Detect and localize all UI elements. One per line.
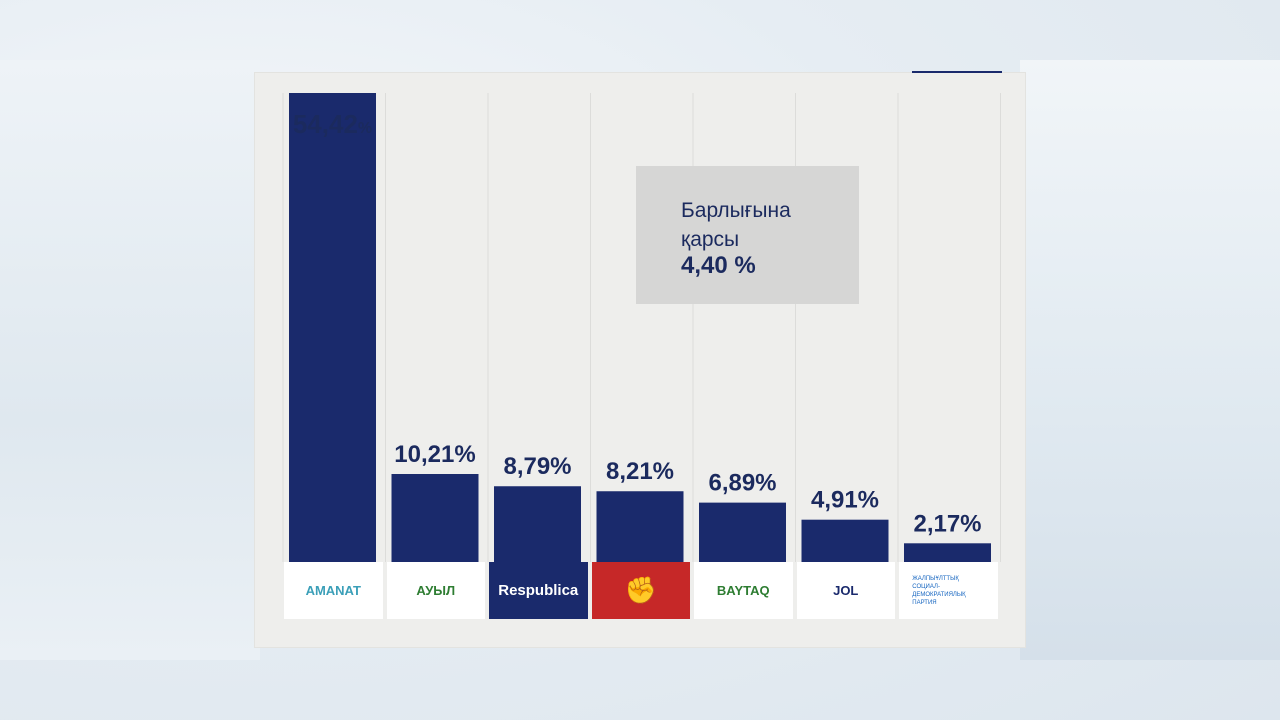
party-name: Respublica: [498, 582, 579, 599]
party-name: АУЫЛ: [416, 583, 456, 598]
bar: [904, 543, 991, 562]
against-all-label: Барлығына қарсы: [681, 199, 791, 251]
bar: [596, 491, 684, 562]
respublica-logo: Respublica: [489, 562, 588, 619]
bar-value-label: 4,91%: [811, 487, 879, 514]
party-name: JOL: [833, 583, 859, 598]
jol-logo: JOL: [796, 562, 895, 619]
bar: [289, 93, 376, 562]
party-name: ✊: [624, 575, 657, 605]
amanat-logo: AMANAT: [284, 562, 383, 619]
bar-value-label: 6,89%: [708, 470, 776, 497]
party-name: AMANAT: [305, 583, 361, 598]
against-all-value: 4,40 %: [681, 252, 756, 279]
auyl-logo: АУЫЛ: [386, 562, 485, 619]
bar: [801, 519, 889, 562]
bar-value-label: 8,79%: [503, 453, 571, 480]
bar: [699, 502, 786, 562]
bar-value-label: 10,21%: [394, 441, 475, 468]
top-accent-line: [912, 71, 1002, 73]
baytaq-logo: BAYTAQ: [694, 562, 793, 619]
nsdp-logo: ЖАЛПЫҰЛТТЫҚ СОЦИАЛ-ДЕМОКРАТИЯЛЫҚ ПАРТИЯ: [899, 562, 998, 619]
bar-value-label: 8,21%: [606, 458, 674, 485]
against-all-box: Барлығына қарсы 4,40 %: [636, 166, 859, 304]
bar: [494, 486, 581, 562]
bar: [391, 474, 479, 562]
background-left: [0, 60, 260, 660]
fist-logo: ✊: [591, 562, 690, 619]
background-right: [1020, 60, 1280, 660]
party-name: BAYTAQ: [716, 583, 770, 598]
bar-value-label: 2,17%: [913, 510, 981, 537]
party-name: ЖАЛПЫҰЛТТЫҚ СОЦИАЛ-ДЕМОКРАТИЯЛЫҚ ПАРТИЯ: [912, 575, 966, 606]
bar-value-label: 54,42%: [293, 109, 372, 139]
